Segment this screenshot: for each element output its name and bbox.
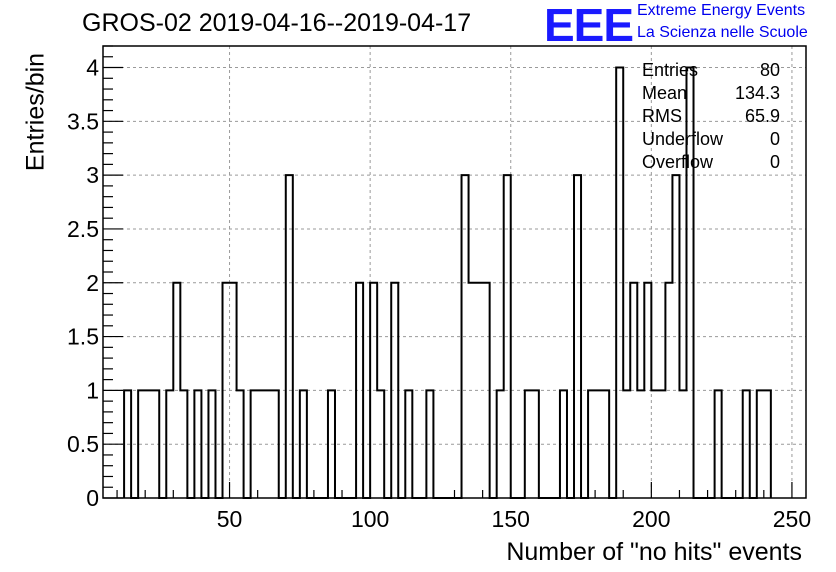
- y-tick-label-4: 2: [86, 270, 99, 296]
- logo-caption-line2: La Scienza nelle Scuole: [637, 24, 808, 41]
- stats-box: Entries 80 Mean 134.3 RMS 65.9 Underflow…: [642, 59, 780, 174]
- x-axis-label: Number of "no hits" events: [506, 538, 802, 566]
- stats-label: Mean: [642, 83, 688, 103]
- stats-value: 134.3: [734, 83, 780, 103]
- x-tick-label-0: 50: [217, 506, 243, 532]
- y-tick-label-7: 3.5: [67, 108, 99, 134]
- y-tick-label-8: 4: [86, 55, 99, 81]
- x-tick-label-2: 150: [492, 506, 530, 532]
- eee-logo: EEE: [544, 0, 634, 51]
- x-tick-label-1: 100: [351, 506, 389, 532]
- stats-value: 0: [769, 129, 780, 149]
- stats-row-overflow: Overflow 0: [642, 151, 780, 174]
- x-tick-label-3: 200: [632, 506, 670, 532]
- y-tick-label-3: 1.5: [67, 324, 99, 350]
- y-tick-label-1: 0.5: [67, 431, 99, 457]
- y-tick-label-6: 3: [86, 162, 99, 188]
- x-tick-label-4: 250: [773, 506, 811, 532]
- chart-title: GROS-02 2019-04-16--2019-04-17: [82, 9, 472, 37]
- stats-row-entries: Entries 80: [642, 59, 780, 82]
- stats-label: RMS: [642, 106, 682, 126]
- stats-value: 65.9: [744, 106, 780, 126]
- stats-value: 80: [759, 60, 780, 80]
- axis-ticks: [103, 45, 793, 499]
- y-axis-label: Entries/bin: [21, 52, 50, 172]
- stats-row-rms: RMS 65.9: [642, 105, 780, 128]
- y-tick-label-2: 1: [86, 377, 99, 403]
- stats-label: Underflow: [642, 129, 724, 149]
- stats-row-mean: Mean 134.3: [642, 82, 780, 105]
- logo-caption-line1: Extreme Energy Events: [637, 2, 806, 19]
- stats-row-underflow: Underflow 0: [642, 128, 780, 151]
- stats-label: Overflow: [642, 152, 714, 172]
- tick-labels: 50 100 150 200 250 0 0.5 1 1.5 2 2.5 3 3.5 4: [67, 55, 811, 532]
- stats-label: Entries: [642, 60, 699, 80]
- y-tick-label-0: 0: [86, 485, 99, 511]
- y-tick-label-5: 2.5: [67, 216, 99, 242]
- stats-value: 0: [769, 152, 780, 172]
